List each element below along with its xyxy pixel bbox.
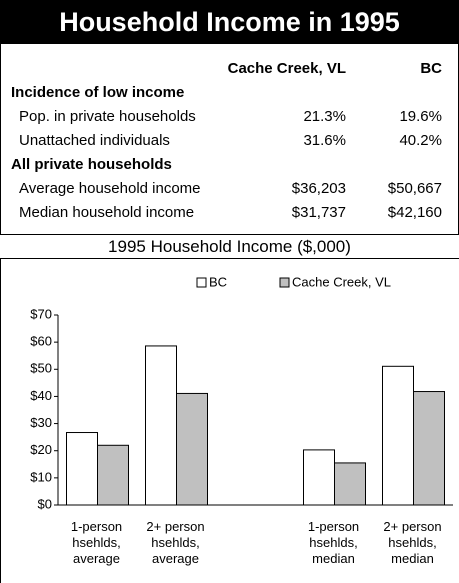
cell-value: $31,737: [291, 204, 346, 221]
bar: [97, 444, 129, 506]
bar: [413, 391, 445, 506]
legend-swatch: [196, 277, 207, 288]
x-tick-label: 2+ person hsehlds, median: [383, 519, 442, 566]
row-label: Median household income: [19, 204, 195, 221]
chart: $0 $10 $20 $30 $40 $50 $60 $70 BC Cache Creek, VL…: [0, 258, 459, 583]
section-heading: All private households: [11, 156, 172, 173]
x-tick-label: 1-person hsehlds, average: [70, 519, 123, 566]
y-tick-label: $50: [30, 361, 52, 376]
row-label: Average household income: [19, 180, 201, 197]
table: Cache Creek, VL BC Incidence of low inco…: [0, 44, 459, 234]
bar: [145, 345, 177, 506]
title: Household Income in 1995: [0, 0, 459, 44]
y-tick-label: $40: [30, 388, 52, 403]
y-tick-label: $70: [30, 306, 52, 321]
column-header: Cache Creek, VL: [227, 60, 346, 77]
cell-value: 21.3%: [303, 108, 346, 125]
bar: [176, 392, 208, 506]
chart-title: 1995 Household Income ($,000): [0, 234, 459, 259]
cell-value: $50,667: [387, 180, 442, 197]
cell-value: $36,203: [291, 180, 346, 197]
y-tick-label: $20: [30, 442, 52, 457]
x-tick-label: 2+ person hsehlds, average: [146, 519, 205, 566]
x-tick-label: 1-person hsehlds, median: [307, 519, 360, 566]
section-heading: Incidence of low income: [11, 84, 185, 101]
row-label: Unattached individuals: [19, 132, 170, 149]
chart-svg: $0 $10 $20 $30 $40 $50 $60 $70 BC Cache Creek, VL: [0, 258, 453, 583]
row-label: Pop. in private households: [19, 108, 196, 125]
cell-value: 40.2%: [399, 132, 442, 149]
bar: [303, 449, 335, 506]
column-header: BC: [420, 60, 442, 77]
cell-value: 19.6%: [399, 108, 442, 125]
legend-label: Cache Creek, VL: [292, 274, 391, 289]
y-tick-label: $0: [38, 496, 52, 511]
y-tick-label: $60: [30, 334, 52, 349]
cell-value: $42,160: [387, 204, 442, 221]
legend-swatch: [279, 277, 290, 288]
cell-value: 31.6%: [303, 132, 346, 149]
bar: [382, 365, 414, 506]
legend-label: BC: [209, 274, 227, 289]
bar: [66, 432, 98, 506]
bar: [334, 462, 366, 506]
y-tick-label: $30: [30, 415, 52, 430]
y-tick-label: $10: [30, 469, 52, 484]
